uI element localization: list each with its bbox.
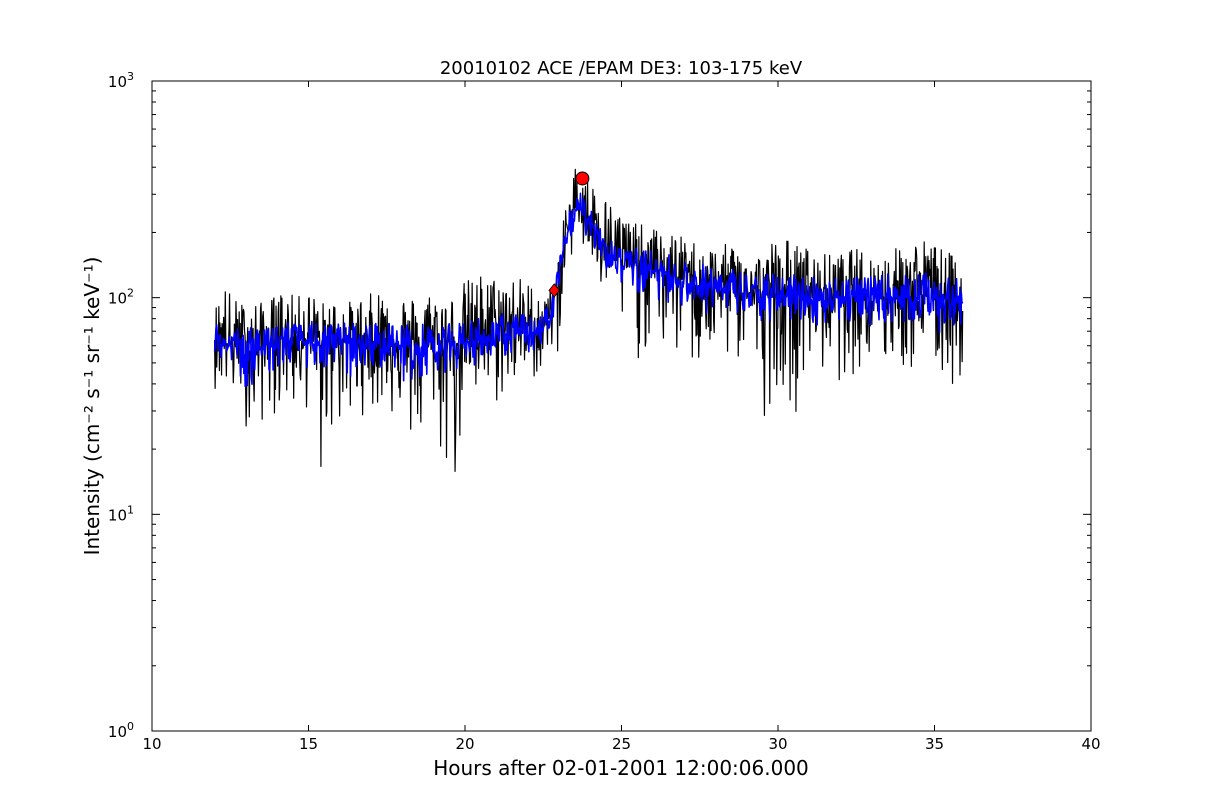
y-tick-label-exponent: 2 — [127, 287, 134, 300]
x-tick-label: 30 — [768, 735, 787, 753]
y-tick-label-base: 10 — [108, 290, 127, 308]
y-tick-label-base: 10 — [108, 506, 127, 524]
y-tick-label-base: 10 — [108, 73, 127, 91]
marker-circle — [575, 171, 590, 186]
chart-title: 20010102 ACE /EPAM DE3: 103-175 keV — [440, 58, 803, 79]
y-tick-label-base: 10 — [108, 723, 127, 741]
x-tick-label: 40 — [1081, 735, 1100, 753]
x-tick-label: 10 — [142, 735, 161, 753]
y-axis-label: Intensity (cm⁻² s⁻¹ sr⁻¹ keV⁻¹) — [80, 257, 104, 556]
x-axis-label: Hours after 02-01-2001 12:00:06.000 — [433, 756, 809, 780]
y-tick-label: 103 — [108, 70, 134, 91]
x-tick-label: 35 — [925, 735, 944, 753]
y-tick-label-exponent: 1 — [127, 503, 134, 516]
y-tick-label: 101 — [108, 503, 134, 524]
x-tick-label: 20 — [455, 735, 474, 753]
x-tick-label: 15 — [299, 735, 318, 753]
y-tick-label: 100 — [108, 720, 134, 741]
marker-diamond — [548, 283, 560, 298]
series-line-1 — [213, 192, 964, 388]
y-tick-label-exponent: 0 — [127, 720, 134, 733]
x-tick-label: 25 — [612, 735, 631, 753]
y-tick-label-exponent: 3 — [127, 70, 134, 83]
plot-frame — [151, 80, 1092, 732]
series-layer — [213, 168, 964, 472]
y-tick-label: 102 — [108, 287, 134, 308]
marker-layer — [548, 171, 590, 298]
